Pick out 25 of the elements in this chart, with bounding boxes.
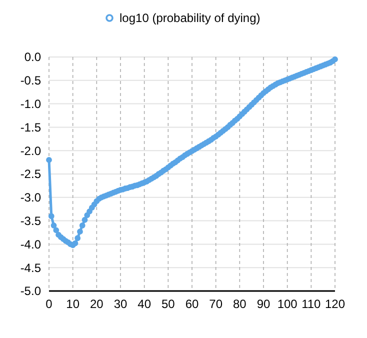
- x-tick-label: 30: [114, 297, 128, 311]
- x-tick-label: 60: [185, 297, 199, 311]
- x-tick-label: 20: [90, 297, 104, 311]
- y-tick-label: -3.5: [20, 214, 42, 228]
- x-tick-label: 80: [232, 297, 247, 311]
- y-tick-label: -2.5: [20, 167, 42, 182]
- x-tick-label: 120: [324, 297, 346, 311]
- x-tick-label: 110: [302, 297, 322, 311]
- x-tick-label: 100: [277, 297, 298, 311]
- x-tick-label: 50: [161, 297, 176, 311]
- y-tick-label: -3.0: [20, 190, 42, 205]
- x-tick-label: 90: [256, 297, 270, 311]
- legend-label: log10 (probability of dying): [120, 11, 260, 26]
- y-tick-label: -4.0: [20, 237, 42, 252]
- y-tick-label: -2.0: [20, 144, 42, 158]
- y-tick-label: -1.0: [20, 97, 42, 111]
- x-tick-label: 0: [46, 297, 53, 311]
- y-tick-label: -0.5: [20, 74, 42, 88]
- y-tick-label: 0.0: [24, 50, 42, 64]
- x-tick-label: 40: [138, 297, 152, 311]
- x-tick-label: 70: [209, 297, 223, 311]
- y-tick-label: -1.5: [20, 120, 42, 134]
- y-tick-label: -5.0: [20, 284, 42, 298]
- y-tick-label: -4.5: [20, 260, 42, 275]
- x-tick-label: 10: [66, 297, 80, 311]
